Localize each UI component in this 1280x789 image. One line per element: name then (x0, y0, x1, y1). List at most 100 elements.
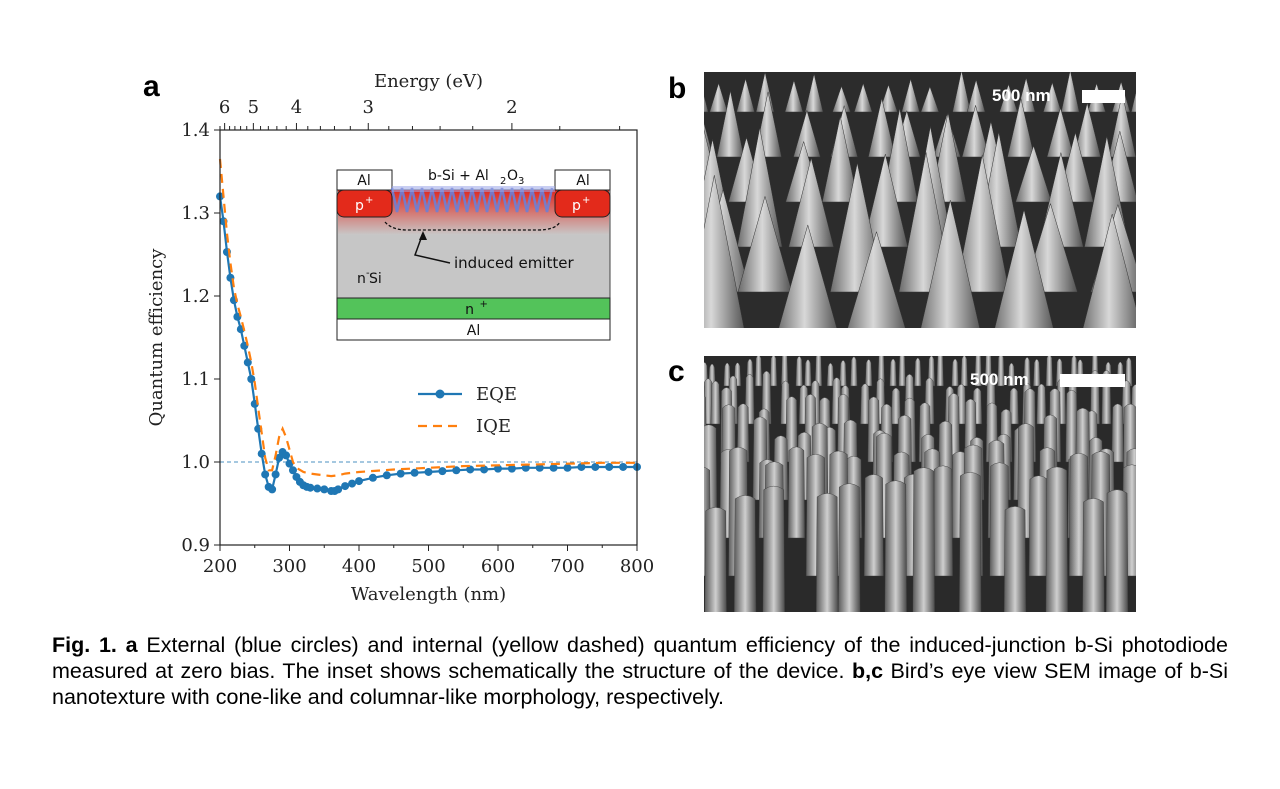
x-tick-label: 700 (550, 556, 584, 577)
nanocone (994, 209, 1054, 328)
nanocone (1015, 144, 1052, 203)
inset-al-left: Al (357, 173, 370, 189)
nanocone (821, 116, 859, 203)
nanocolumn (814, 356, 823, 387)
inset-p-left: p (355, 198, 364, 214)
nanocolumn (889, 358, 897, 387)
al-bottom-layer (336, 318, 611, 341)
data-point (577, 462, 586, 471)
inset-al-bottom: Al (467, 323, 480, 339)
inset-p-right: p (572, 198, 581, 214)
nanocolumn (826, 362, 835, 387)
inset-al2o3-sub3: 3 (518, 176, 524, 187)
data-point (334, 485, 343, 494)
legend-iqe-label: IQE (476, 416, 511, 437)
nanocolumn (804, 359, 812, 387)
data-point (591, 462, 600, 471)
y-tick-label: 1.2 (181, 286, 210, 307)
nanocolumn (997, 356, 1005, 387)
x-tick-label: 200 (203, 556, 237, 577)
nanocone (737, 195, 793, 293)
emitter-arrow (414, 232, 451, 264)
data-point (341, 482, 350, 491)
panel-label-c: c (668, 355, 685, 388)
data-point (355, 477, 363, 486)
nanocolumn (1111, 403, 1124, 463)
y-axis-label: Quantum efficiency (146, 248, 167, 427)
nanocolumn (898, 356, 906, 387)
top-axis-label: Energy (eV) (374, 71, 483, 92)
sem-cones-texture (704, 72, 1136, 328)
data-point (494, 464, 502, 473)
nanocolumn (1007, 362, 1016, 387)
nanocolumn (951, 358, 959, 387)
nanocolumn (936, 356, 944, 387)
caption-bc-label: b,c (851, 659, 884, 683)
nanocolumn (989, 462, 1010, 577)
data-point (619, 462, 628, 471)
data-point (313, 484, 322, 493)
nanocolumn (1065, 389, 1078, 463)
data-point (396, 469, 405, 478)
sem-image-columns: 500 nm (704, 356, 1136, 612)
nanocolumn (1045, 466, 1069, 612)
inset-n-si-tail: Si (369, 271, 382, 287)
nanocone (1082, 213, 1136, 328)
inset-al2o3-sub2: 2 (500, 176, 506, 187)
data-point (452, 466, 461, 475)
nanocolumn (1036, 383, 1047, 425)
nanocone (1073, 102, 1102, 158)
nanocolumn (785, 396, 798, 463)
data-point (507, 464, 516, 473)
nanocolumn (890, 387, 901, 425)
data-point (282, 451, 291, 460)
nanocolumn (884, 480, 907, 612)
nanocone (1130, 90, 1136, 113)
nanocolumn (1023, 357, 1031, 387)
inset-n-si: n (357, 271, 366, 287)
y-tick-label: 1.0 (181, 452, 210, 473)
nanocone (954, 154, 1010, 293)
top-tick-label: 6 (219, 97, 230, 118)
nanocone (1042, 81, 1062, 113)
nanocolumn (704, 507, 727, 612)
nanocolumn (815, 493, 839, 612)
nanocolumn (864, 359, 873, 387)
nanocone (716, 90, 745, 158)
data-point (410, 468, 419, 477)
nanocone (847, 230, 906, 328)
data-point (320, 485, 329, 494)
y-tick-label: 1.4 (181, 120, 210, 141)
data-point (438, 467, 447, 476)
nanocone (961, 104, 990, 158)
nanocone (999, 83, 1018, 113)
data-point (306, 483, 315, 492)
nanocone (901, 78, 920, 113)
nanocone (879, 83, 898, 113)
scale-bar (1060, 374, 1125, 387)
scale-bar-label: 500 nm (992, 86, 1051, 105)
nanocolumn (960, 356, 968, 387)
nanocolumn (912, 467, 935, 612)
y-tick-label: 1.3 (181, 203, 210, 224)
data-point (382, 471, 391, 480)
nanocolumn (933, 465, 953, 577)
nanocolumn (914, 357, 922, 387)
quantum-efficiency-chart: 200 300 400 500 600 700 800 0.9 1.0 1.1 1.2 1.3 1.4 6… (146, 71, 654, 605)
nanocolumn (1082, 498, 1105, 612)
nanocone (952, 72, 971, 113)
sem-columns-texture (704, 356, 1136, 612)
nanocone (704, 175, 745, 328)
nanocolumn (850, 356, 858, 387)
emitter-boundary (384, 221, 561, 231)
nanocone (1060, 72, 1080, 113)
x-tick-label: 500 (411, 556, 445, 577)
data-point (521, 463, 530, 472)
data-point (271, 470, 280, 479)
x-axis-label: Wavelength (nm) (351, 584, 506, 605)
data-point (368, 473, 377, 482)
y-tick-label: 0.9 (181, 535, 210, 556)
top-tick-label: 2 (506, 97, 517, 118)
x-tick-label: 800 (620, 556, 654, 577)
nanocolumn (974, 356, 982, 387)
